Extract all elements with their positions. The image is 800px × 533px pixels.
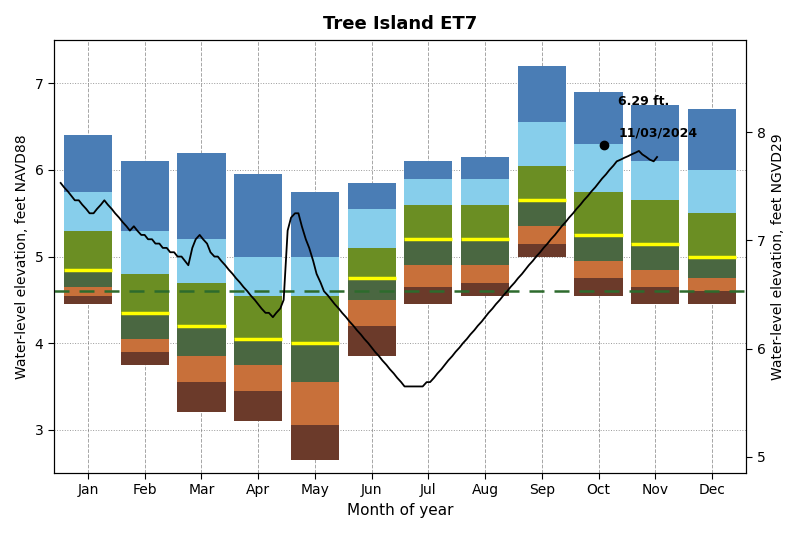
Bar	[574, 235, 622, 261]
Bar	[518, 244, 566, 256]
Bar	[461, 205, 510, 239]
Bar	[121, 339, 169, 352]
X-axis label: Month of year: Month of year	[346, 503, 454, 518]
Bar	[64, 192, 112, 231]
Bar	[631, 161, 679, 200]
Bar	[64, 135, 112, 192]
Bar	[574, 261, 622, 278]
Bar	[234, 391, 282, 421]
Bar	[178, 152, 226, 239]
Bar	[178, 282, 226, 326]
Text: 6.29 ft.: 6.29 ft.	[618, 95, 670, 108]
Bar	[631, 105, 679, 161]
Title: Tree Island ET7: Tree Island ET7	[323, 15, 477, 33]
Bar	[404, 265, 453, 287]
Bar	[404, 287, 453, 304]
Bar	[404, 205, 453, 239]
Bar	[347, 183, 396, 209]
Bar	[518, 166, 566, 200]
Bar	[178, 239, 226, 282]
Bar	[178, 382, 226, 413]
Bar	[631, 270, 679, 287]
Bar	[64, 270, 112, 287]
Bar	[461, 239, 510, 265]
Bar	[574, 278, 622, 295]
Bar	[574, 144, 622, 192]
Bar	[121, 352, 169, 365]
Bar	[347, 300, 396, 326]
Bar	[178, 356, 226, 382]
Bar	[290, 343, 339, 382]
Bar	[121, 313, 169, 339]
Bar	[574, 92, 622, 144]
Bar	[574, 192, 622, 235]
Bar	[404, 179, 453, 205]
Bar	[178, 326, 226, 356]
Y-axis label: Water-level elevation, feet NAVD88: Water-level elevation, feet NAVD88	[15, 134, 29, 379]
Bar	[234, 365, 282, 391]
Bar	[518, 123, 566, 166]
Bar	[631, 244, 679, 270]
Bar	[518, 200, 566, 227]
Bar	[64, 287, 112, 295]
Bar	[688, 278, 736, 291]
Bar	[290, 382, 339, 425]
Bar	[688, 109, 736, 170]
Bar	[290, 425, 339, 460]
Bar	[290, 192, 339, 256]
Bar	[461, 157, 510, 179]
Bar	[121, 231, 169, 274]
Bar	[234, 295, 282, 339]
Y-axis label: Water-level elevation, feet NGVD29: Water-level elevation, feet NGVD29	[771, 133, 785, 380]
Bar	[688, 213, 736, 256]
Bar	[64, 295, 112, 304]
Bar	[121, 161, 169, 231]
Bar	[404, 161, 453, 179]
Bar	[234, 256, 282, 295]
Bar	[461, 265, 510, 282]
Bar	[688, 170, 736, 213]
Bar	[631, 200, 679, 244]
Bar	[290, 295, 339, 343]
Bar	[518, 66, 566, 123]
Bar	[404, 239, 453, 265]
Bar	[290, 256, 339, 295]
Bar	[347, 209, 396, 248]
Bar	[688, 291, 736, 304]
Bar	[461, 282, 510, 295]
Bar	[234, 339, 282, 365]
Bar	[347, 248, 396, 278]
Bar	[347, 326, 396, 356]
Bar	[688, 256, 736, 278]
Bar	[631, 287, 679, 304]
Bar	[347, 278, 396, 300]
Bar	[518, 227, 566, 244]
Text: 11/03/2024: 11/03/2024	[618, 127, 698, 140]
Bar	[234, 174, 282, 256]
Bar	[461, 179, 510, 205]
Bar	[121, 274, 169, 313]
Bar	[64, 231, 112, 270]
